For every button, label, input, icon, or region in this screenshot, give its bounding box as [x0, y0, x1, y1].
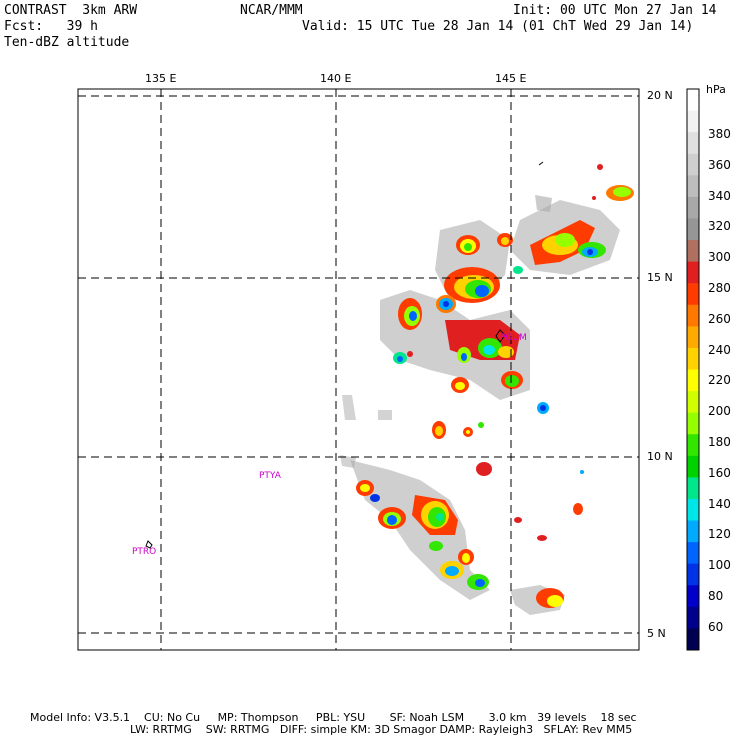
colorbar-swatch	[687, 434, 699, 457]
colorbar-label: 240	[708, 342, 731, 357]
forecast-hour: Fcst: 39 h	[4, 19, 98, 34]
model-title: CONTRAST 3km ARW	[4, 3, 138, 18]
colorbar-label: 360	[708, 157, 731, 172]
station-ptro: PTRO	[132, 547, 157, 557]
colorbar-swatch	[687, 132, 699, 155]
colorbar-swatch	[687, 110, 699, 133]
colorbar-swatch	[687, 585, 699, 608]
map-frame	[77, 88, 640, 651]
colorbar	[686, 88, 700, 651]
colorbar-label: 60	[708, 619, 724, 634]
colorbar-swatch	[687, 175, 699, 198]
colorbar-label: 200	[708, 404, 731, 419]
graticule	[78, 89, 639, 650]
colorbar-swatch	[687, 628, 699, 651]
colorbar-swatch	[687, 520, 699, 543]
lon-label-135: 135 E	[145, 72, 177, 85]
lon-label-140: 140 E	[320, 72, 352, 85]
colorbar-swatch	[687, 455, 699, 478]
station-pgum: PGUM	[500, 333, 527, 343]
lat-label-5: 5 N	[647, 627, 666, 640]
colorbar-swatch	[687, 563, 699, 586]
colorbar-label: 140	[708, 496, 731, 511]
colorbar-swatch	[687, 283, 699, 306]
colorbar-label: 340	[708, 188, 731, 203]
colorbar-label: 120	[708, 527, 731, 542]
colorbar-swatch	[687, 304, 699, 327]
colorbar-label: 260	[708, 311, 731, 326]
field-name: Ten-dBZ altitude	[4, 35, 130, 50]
colorbar-label: 220	[708, 373, 731, 388]
colorbar-swatch	[687, 196, 699, 219]
colorbar-swatch	[687, 412, 699, 435]
model-info-line2: LW: RRTMG SW: RRTMG DIFF: simple KM: 3D …	[130, 723, 633, 736]
colorbar-swatch	[687, 153, 699, 176]
colorbar-swatch	[687, 498, 699, 522]
colorbar-frame	[686, 88, 700, 651]
colorbar-swatch	[687, 326, 699, 349]
init-time: Init: 00 UTC Mon 27 Jan 14	[513, 3, 717, 18]
colorbar-swatch	[687, 369, 699, 392]
colorbar-label: 280	[708, 281, 731, 295]
coastlines	[145, 95, 544, 549]
colorbar-swatch	[687, 542, 699, 565]
colorbar-swatch	[687, 240, 699, 263]
model-info-line1: Model Info: V3.5.1 CU: No Cu MP: Thompso…	[30, 711, 637, 724]
colorbar-label: 380	[708, 127, 731, 141]
convective-cells	[356, 164, 634, 608]
colorbar-unit: hPa	[706, 83, 726, 96]
valid-time: Valid: 15 UTC Tue 28 Jan 14 (01 ChT Wed …	[302, 19, 694, 34]
colorbar-label: 180	[708, 435, 731, 449]
colorbar-swatch	[687, 477, 699, 500]
colorbar-label: 160	[708, 465, 731, 480]
colorbar-swatch	[687, 261, 699, 284]
colorbar-label: 100	[708, 558, 731, 573]
colorbar-label: 300	[708, 250, 731, 265]
colorbar-swatch	[687, 606, 699, 629]
lon-label-145: 145 E	[495, 72, 527, 85]
colorbar-swatch	[687, 89, 699, 112]
colorbar-label: 320	[708, 219, 731, 234]
colorbar-swatch	[687, 218, 699, 241]
lat-label-20: 20 N	[647, 89, 673, 102]
colorbar-label: 80	[708, 589, 724, 603]
center-name: NCAR/MMM	[240, 3, 303, 18]
colorbar-swatch	[687, 347, 699, 370]
colorbar-swatch	[687, 391, 699, 414]
lat-label-15: 15 N	[647, 271, 673, 284]
lat-label-10: 10 N	[647, 450, 673, 463]
station-ptya: PTYA	[259, 471, 281, 481]
